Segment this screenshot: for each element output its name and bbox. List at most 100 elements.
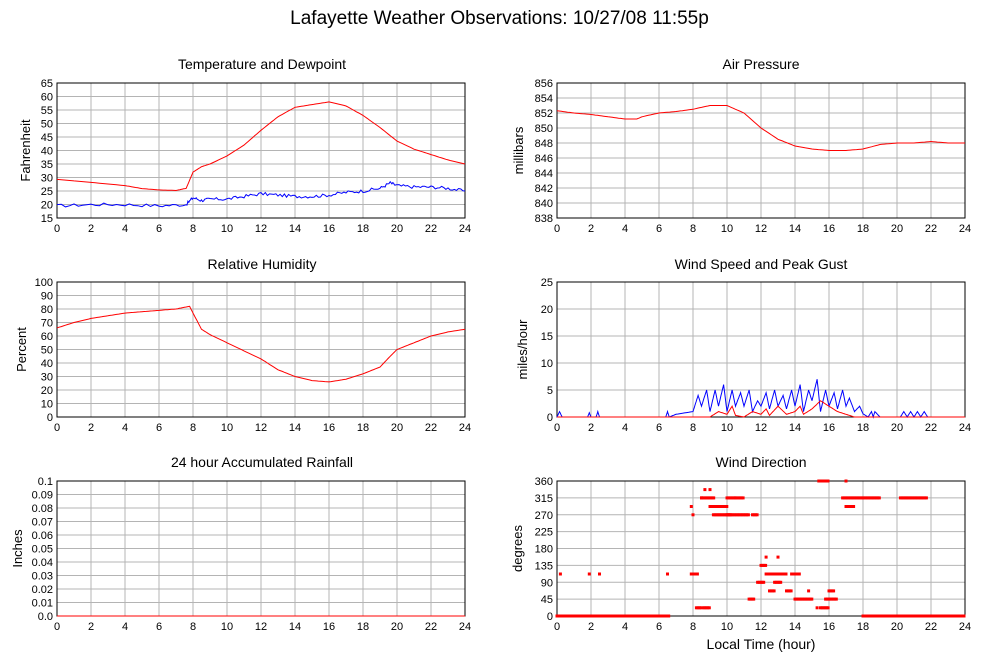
- x-tick-label: 4: [122, 422, 128, 434]
- data-point: [598, 614, 602, 618]
- x-tick-label: 8: [690, 422, 696, 434]
- data-point: [900, 496, 904, 500]
- x-tick-label: 16: [323, 223, 335, 235]
- x-tick-label: 18: [357, 621, 369, 633]
- data-point: [708, 488, 712, 492]
- data-point: [830, 597, 834, 601]
- data-point: [737, 513, 741, 517]
- x-tick-label: 6: [656, 621, 662, 633]
- data-point: [757, 580, 761, 584]
- series-line: [556, 105, 965, 151]
- data-point: [805, 597, 809, 601]
- data-point: [720, 505, 724, 508]
- page-title: Lafayette Weather Observations: 10/27/08…: [290, 8, 709, 29]
- data-point: [911, 496, 915, 500]
- data-point: [893, 614, 897, 618]
- y-tick-label: 45: [541, 594, 553, 606]
- data-point: [659, 614, 663, 618]
- y-tick-label: 100: [35, 277, 53, 289]
- y-tick-label: 844: [535, 168, 553, 180]
- x-tick-label: 20: [891, 223, 903, 235]
- x-tick-label: 12: [255, 422, 267, 434]
- y-tick-label: 25: [41, 186, 53, 198]
- data-point: [752, 513, 756, 517]
- y-tick-label: 20: [541, 304, 553, 316]
- series-line: [56, 180, 466, 208]
- data-point: [618, 614, 622, 618]
- data-point: [707, 606, 711, 610]
- y-tick-label: 50: [41, 119, 53, 131]
- data-point: [939, 614, 943, 618]
- chart-title: 24 hour Accumulated Rainfall: [171, 454, 353, 470]
- data-point: [915, 614, 918, 618]
- data-point: [869, 614, 873, 618]
- y-tick-label: 65: [41, 78, 53, 90]
- data-point: [826, 606, 830, 610]
- data-point: [558, 572, 562, 576]
- y-tick-label: 850: [535, 123, 553, 135]
- data-point: [713, 513, 717, 517]
- y-tick-label: 315: [535, 493, 553, 505]
- y-tick-label: 70: [41, 318, 53, 330]
- y-tick-label: 90: [541, 577, 553, 589]
- data-point: [764, 563, 768, 567]
- x-tick-label: 14: [289, 621, 301, 633]
- x-tick-label: 16: [823, 621, 835, 633]
- data-point: [648, 614, 652, 618]
- x-tick-label: 24: [959, 621, 971, 633]
- x-tick-label: 10: [221, 621, 233, 633]
- y-tick-label: 20: [41, 200, 53, 212]
- data-point: [921, 496, 925, 500]
- data-point: [700, 496, 703, 500]
- chart-title: Temperature and Dewpoint: [178, 56, 346, 72]
- x-tick-label: 18: [357, 223, 369, 235]
- x-tick-label: 24: [959, 223, 971, 235]
- data-point: [733, 513, 737, 517]
- data-point: [644, 614, 648, 618]
- x-tick-label: 12: [755, 223, 767, 235]
- data-point: [857, 496, 861, 500]
- x-tick-label: 8: [190, 621, 196, 633]
- y-tick-label: 0.03: [32, 571, 53, 583]
- data-point: [832, 589, 836, 593]
- data-point: [624, 614, 628, 618]
- x-tick-label: 8: [190, 223, 196, 235]
- x-tick-label: 4: [622, 621, 628, 633]
- x-tick-label: 2: [588, 422, 594, 434]
- x-tick-label: 12: [255, 621, 267, 633]
- x-tick-label: 8: [690, 223, 696, 235]
- data-point: [847, 496, 851, 500]
- chart-humidity: 0 2 4 6 8 10 12 14 16 18 20 22 240102030405060708090…: [14, 256, 471, 434]
- data-point: [695, 572, 699, 576]
- data-point: [795, 597, 798, 601]
- data-point: [882, 614, 886, 618]
- data-point: [576, 614, 580, 618]
- data-point: [820, 606, 824, 610]
- y-tick-label: 854: [535, 93, 553, 105]
- data-point: [664, 614, 668, 618]
- y-tick-label: 0.02: [32, 584, 53, 596]
- y-tick-label: 0: [547, 611, 553, 623]
- y-tick-label: 90: [41, 291, 53, 303]
- data-point: [592, 614, 596, 618]
- data-point: [742, 513, 746, 517]
- data-point: [727, 496, 730, 500]
- data-point: [791, 572, 795, 576]
- data-point: [755, 513, 759, 517]
- data-point: [954, 614, 958, 618]
- data-point: [761, 563, 764, 567]
- y-axis-label: Percent: [14, 327, 29, 372]
- x-tick-label: 12: [755, 621, 767, 633]
- y-tick-label: 840: [535, 198, 553, 210]
- x-tick-label: 10: [221, 223, 233, 235]
- y-tick-label: 225: [535, 527, 553, 539]
- y-tick-label: 0.1: [38, 476, 53, 488]
- y-tick-label: 852: [535, 108, 553, 120]
- data-point: [696, 606, 700, 610]
- x-tick-label: 6: [656, 422, 662, 434]
- data-point: [712, 496, 716, 500]
- x-tick-label: 8: [690, 621, 696, 633]
- x-tick-label: 2: [88, 422, 94, 434]
- data-point: [889, 614, 892, 618]
